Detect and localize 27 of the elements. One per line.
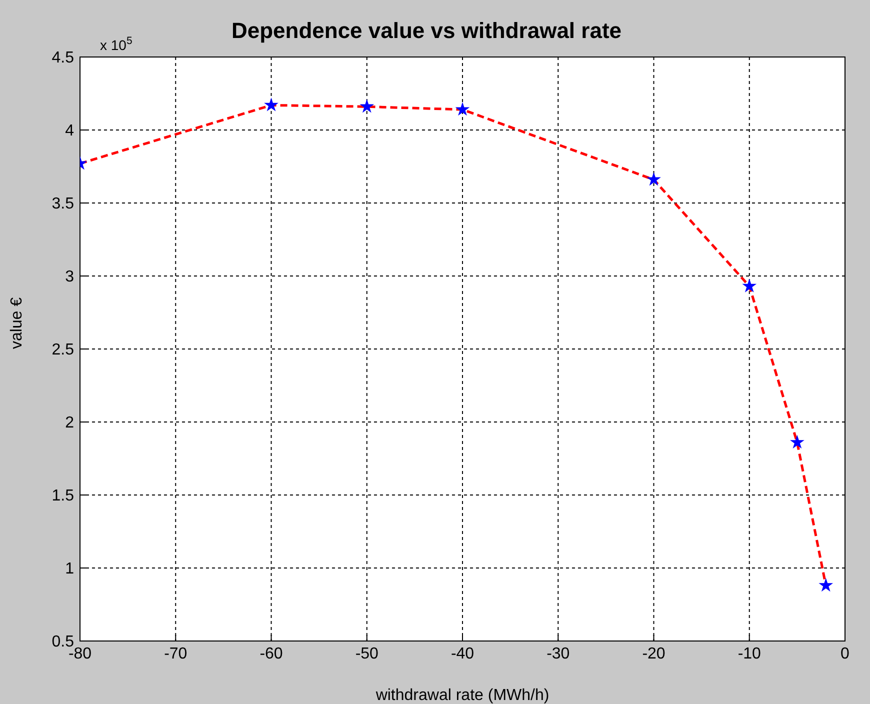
x-tick-label: -10	[738, 645, 762, 662]
point	[455, 102, 470, 116]
x-tick-label: -20	[642, 645, 666, 662]
x-tick-label: -30	[546, 645, 570, 662]
point	[818, 578, 834, 592]
chart-title: Dependence value vs withdrawal rate	[231, 18, 622, 43]
y-tick-label: 4	[65, 122, 74, 140]
x-tick-label: -50	[355, 645, 379, 662]
x-tick-label: -40	[450, 645, 474, 662]
x-tick-label: -60	[260, 645, 283, 662]
point	[742, 278, 757, 292]
point	[790, 434, 804, 449]
text: x 10$^{5}$	[100, 35, 132, 53]
y-tick-label: 4.5	[52, 50, 74, 67]
y-tick-label: 3.5	[52, 196, 74, 213]
y-tick-label: 3	[65, 268, 74, 286]
point	[646, 172, 661, 186]
y-tick-label: 2.5	[52, 342, 74, 359]
y-tick-label: 1.5	[52, 488, 74, 505]
x-tick-label: 0	[840, 645, 850, 662]
point	[360, 99, 374, 113]
x-tick-label: -70	[164, 645, 188, 662]
x-axis-title: withdrawal rate (MWh/h)	[374, 687, 550, 704]
y-tick-label: 1	[65, 560, 74, 578]
y-tick-label: 2	[65, 414, 74, 432]
y-axis-title: value €	[8, 297, 26, 349]
point	[264, 98, 278, 112]
